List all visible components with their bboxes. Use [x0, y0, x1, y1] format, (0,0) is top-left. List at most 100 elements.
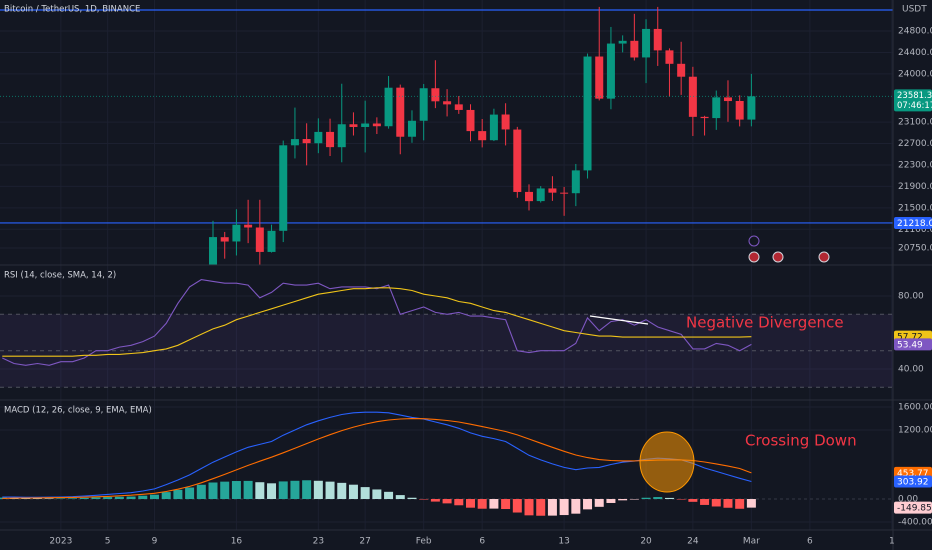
histogram-bar — [465, 499, 475, 508]
value-box — [894, 338, 932, 351]
histogram-bar — [278, 481, 288, 500]
x-tick-label: 6 — [807, 537, 813, 547]
annotation: Crossing Down — [745, 432, 857, 450]
candle-body — [314, 131, 323, 144]
divergence-line — [589, 315, 649, 325]
histogram-bar — [185, 487, 195, 500]
histogram-bar — [594, 499, 604, 507]
candle-body — [279, 145, 288, 231]
histogram-bar — [91, 497, 101, 500]
candle-body — [302, 139, 311, 144]
x-tick-label: 5 — [105, 537, 111, 547]
last-price-label: 23581.35 — [897, 91, 932, 101]
histogram-bar — [360, 487, 370, 500]
countdown-label: 07:46:17 — [897, 101, 932, 111]
histogram-bar — [44, 498, 54, 500]
histogram-bar — [583, 499, 593, 510]
histogram-bar — [149, 494, 159, 500]
histogram-bar — [267, 483, 277, 500]
value-box — [894, 216, 932, 229]
candle-body — [712, 97, 721, 119]
histogram-bar — [313, 480, 323, 500]
histogram-bar — [606, 499, 616, 503]
candle-body — [548, 188, 557, 193]
histogram-bar — [103, 497, 113, 500]
histogram-bar — [711, 499, 721, 507]
candle-body — [489, 114, 498, 141]
candle-body — [595, 56, 604, 99]
histogram-bar — [419, 499, 429, 500]
value-label: 303.92 — [897, 478, 929, 488]
event-icon — [748, 251, 760, 263]
histogram-bar — [126, 496, 136, 500]
price-pane — [0, 6, 893, 265]
candle-body — [361, 123, 370, 127]
candle-body — [290, 139, 299, 146]
histogram-bar — [735, 499, 745, 509]
y-tick-label: 21900.00 — [898, 182, 932, 192]
histogram-bar — [524, 499, 534, 516]
histogram-bar — [407, 497, 417, 500]
candle-body — [220, 237, 229, 242]
y-tick-label: 0.00 — [898, 495, 918, 505]
indicator-line — [2, 287, 752, 357]
candle-body — [525, 191, 534, 202]
x-tick-label: 13 — [558, 537, 569, 547]
y-tick-label: 21500.00 — [898, 203, 932, 213]
histogram-bar — [618, 499, 628, 501]
histogram-bar — [21, 498, 31, 500]
histogram-bar — [700, 499, 710, 505]
histogram-bar — [746, 499, 756, 508]
candle-body — [419, 88, 428, 121]
x-tick-label: 24 — [687, 537, 699, 547]
macd-pane — [0, 411, 756, 516]
candle-body — [396, 87, 405, 137]
annotation: Negative Divergence — [686, 314, 844, 332]
y-tick-label: 1200.00 — [898, 426, 932, 436]
y-tick-label: 80.00 — [898, 292, 924, 302]
histogram-bar — [32, 498, 42, 500]
y-tick-label: 21100.00 — [898, 225, 932, 235]
candle-body — [326, 131, 335, 148]
axis-labels: 2023 5 9 16 23 27 Feb 6 13 20 24 Mar 6 1 24800.00 24400… — [49, 27, 932, 547]
candle-body — [688, 76, 697, 117]
histogram-bar — [536, 499, 546, 516]
histogram-bar — [501, 499, 511, 510]
histogram-bar — [384, 491, 394, 500]
value-box — [894, 89, 932, 112]
candle-body — [454, 104, 463, 110]
histogram-bar — [68, 498, 78, 500]
candle-body — [466, 109, 475, 132]
price-legend: Bitcoin / TetherUS, 1D, BINANCE — [4, 5, 140, 15]
candle-body — [536, 188, 545, 202]
histogram-bar — [302, 480, 312, 500]
y-tick-label: 23100.00 — [898, 118, 932, 128]
candle-body — [723, 97, 732, 102]
value-label: -149.85 — [897, 504, 932, 514]
histogram-bar — [348, 484, 358, 500]
candle-body — [665, 50, 674, 64]
candle-body — [478, 131, 487, 141]
histogram-bar — [477, 499, 487, 509]
candle-body — [630, 40, 639, 58]
histogram-bar — [559, 499, 569, 516]
histogram-bar — [442, 499, 452, 504]
histogram-bar — [641, 497, 651, 500]
histogram-bar — [243, 480, 253, 500]
value-label: 57.72 — [897, 333, 923, 343]
candle-body — [618, 40, 627, 44]
histogram-bar — [430, 499, 440, 502]
histogram-bar — [208, 482, 218, 500]
candle-body — [407, 120, 416, 137]
event-icon — [818, 251, 830, 263]
histogram-bar — [138, 495, 148, 500]
event-icon — [772, 251, 784, 263]
level-label: 21218.05 — [897, 219, 932, 229]
x-tick-label: Feb — [416, 537, 432, 547]
x-tick-label: 27 — [359, 537, 370, 547]
candle-body — [267, 230, 276, 252]
candle-body — [384, 87, 393, 127]
value-label: 53.49 — [897, 340, 923, 350]
candle-body — [255, 227, 264, 252]
